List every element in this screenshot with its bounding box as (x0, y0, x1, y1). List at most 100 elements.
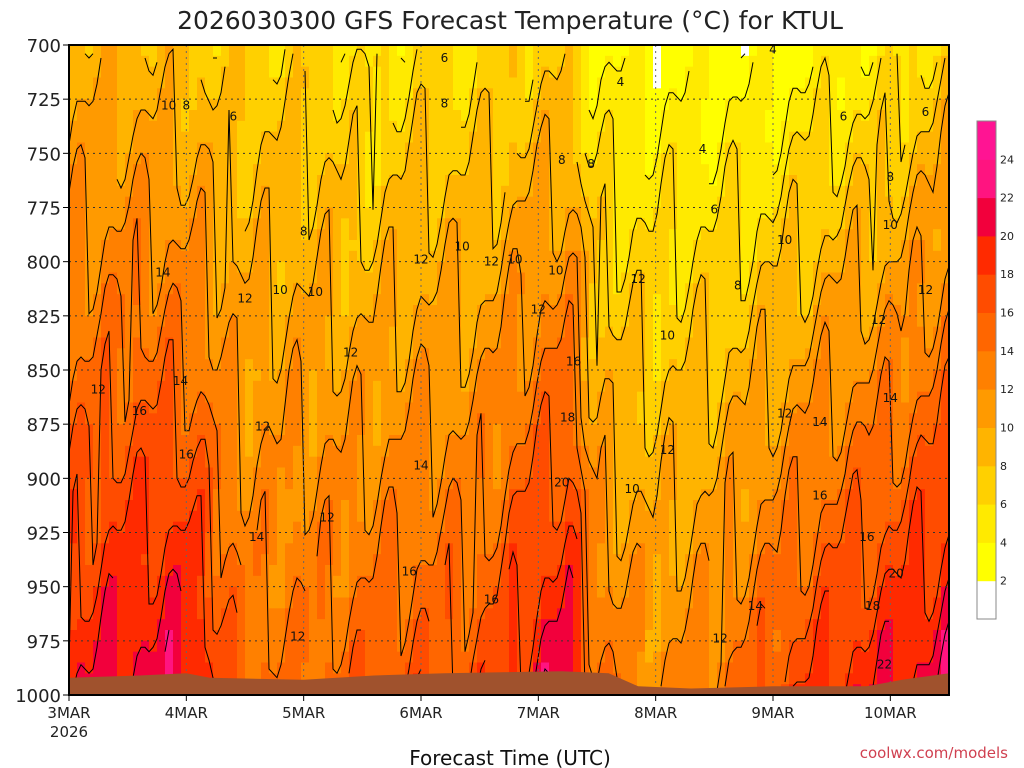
temperature-cell (485, 478, 494, 490)
temperature-cell (589, 283, 598, 295)
temperature-cell (469, 175, 478, 187)
temperature-cell (69, 337, 78, 349)
temperature-cell (637, 315, 646, 328)
temperature-cell (149, 218, 158, 230)
temperature-cell (709, 521, 718, 534)
temperature-cell (717, 510, 726, 523)
temperature-cell (93, 272, 102, 284)
temperature-cell (165, 77, 174, 89)
temperature-cell (685, 413, 694, 425)
temperature-cell (477, 651, 486, 664)
temperature-cell (93, 348, 102, 360)
temperature-cell (341, 630, 350, 642)
temperature-cell (549, 630, 558, 642)
temperature-cell (349, 337, 358, 349)
temperature-cell (533, 153, 542, 165)
temperature-cell (597, 445, 606, 458)
temperature-cell (429, 608, 438, 620)
temperature-cell (685, 489, 694, 501)
temperature-cell (605, 370, 614, 382)
temperature-cell (189, 153, 198, 165)
temperature-cell (709, 640, 718, 653)
temperature-cell (117, 359, 126, 371)
temperature-cell (565, 240, 574, 252)
temperature-cell (541, 500, 550, 512)
temperature-cell (205, 131, 214, 144)
temperature-cell (469, 164, 478, 176)
temperature-cell (445, 445, 454, 458)
temperature-cell (269, 510, 278, 523)
temperature-cell (613, 391, 622, 404)
temperature-cell (261, 651, 270, 664)
temperature-cell (445, 283, 454, 295)
temperature-cell (709, 456, 718, 469)
temperature-cell (189, 45, 198, 57)
temperature-cell (157, 467, 166, 479)
temperature-cell (429, 88, 438, 100)
temperature-cell (533, 131, 542, 144)
temperature-cell (213, 521, 222, 534)
temperature-cell (285, 435, 294, 447)
temperature-cell (245, 261, 254, 274)
temperature-cell (421, 337, 430, 349)
temperature-cell (413, 142, 422, 154)
temperature-cell (213, 240, 222, 252)
temperature-cell (317, 207, 326, 219)
temperature-cell (325, 348, 334, 360)
temperature-cell (365, 164, 374, 176)
temperature-cell (85, 413, 94, 425)
temperature-cell (381, 326, 390, 339)
temperature-cell (365, 120, 374, 133)
temperature-cell (221, 196, 230, 209)
temperature-cell (229, 467, 238, 479)
temperature-cell (285, 597, 294, 609)
temperature-cell (509, 510, 518, 523)
temperature-cell (421, 218, 430, 230)
temperature-cell (229, 630, 238, 642)
temperature-cell (557, 359, 566, 371)
temperature-cell (637, 359, 646, 371)
temperature-cell (461, 413, 470, 425)
temperature-cell (621, 120, 630, 133)
temperature-cell (613, 207, 622, 219)
temperature-cell (541, 380, 550, 393)
temperature-cell (165, 175, 174, 187)
temperature-cell (349, 218, 358, 230)
temperature-cell (285, 131, 294, 144)
temperature-cell (261, 532, 270, 544)
temperature-cell (469, 45, 478, 57)
temperature-cell (701, 370, 710, 382)
temperature-cell (133, 391, 142, 404)
temperature-cell (237, 619, 246, 631)
temperature-cell (477, 66, 486, 79)
temperature-cell (381, 250, 390, 263)
temperature-cell (693, 66, 702, 79)
temperature-cell (701, 630, 710, 642)
temperature-cell (197, 283, 206, 295)
temperature-cell (405, 608, 414, 620)
temperature-cell (493, 55, 502, 68)
temperature-cell (421, 207, 430, 219)
temperature-cell (309, 445, 318, 458)
temperature-cell (725, 586, 734, 599)
temperature-cell (613, 575, 622, 588)
temperature-cell (445, 510, 454, 523)
temperature-cell (677, 619, 686, 631)
temperature-cell (173, 229, 182, 241)
temperature-cell (301, 110, 310, 122)
temperature-cell (693, 88, 702, 100)
temperature-cell (357, 142, 366, 154)
temperature-cell (189, 489, 198, 501)
temperature-cell (565, 424, 574, 436)
temperature-cell (693, 478, 702, 490)
temperature-cell (189, 315, 198, 328)
temperature-cell (725, 489, 734, 501)
temperature-cell (421, 305, 430, 317)
temperature-cell (661, 597, 670, 609)
temperature-cell (669, 45, 678, 57)
temperature-cell (637, 500, 646, 512)
temperature-cell (317, 153, 326, 165)
temperature-cell (237, 153, 246, 165)
temperature-cell (725, 651, 734, 664)
temperature-cell (293, 413, 302, 425)
